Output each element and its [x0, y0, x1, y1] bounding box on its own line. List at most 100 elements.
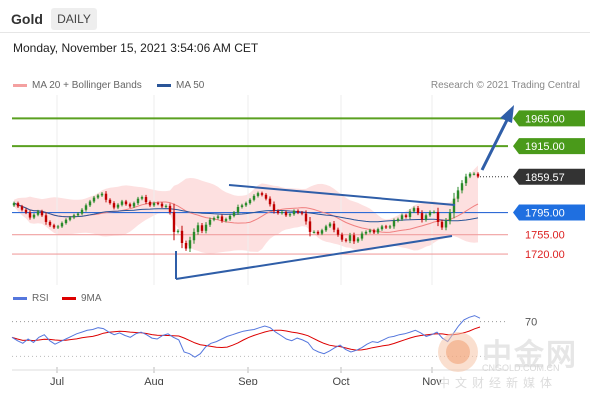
candle-body [268, 198, 272, 205]
legend-rsi: RSI [13, 293, 49, 304]
candle-body [424, 215, 428, 220]
candle-body [388, 226, 392, 228]
candle-body [372, 230, 376, 233]
candle-body [12, 203, 16, 206]
candle-body [476, 173, 480, 177]
x-tick-label: Aug [144, 376, 164, 385]
lower-trendline [175, 235, 453, 280]
price-label-bg [513, 204, 585, 221]
candle-body [52, 225, 56, 228]
candle-body [348, 235, 352, 241]
candle-body [212, 218, 216, 220]
legend-9ma: 9MA [62, 293, 102, 304]
candle-body [292, 210, 296, 215]
legend-label: 9MA [81, 293, 102, 304]
candle-body [264, 194, 268, 199]
candle-body [76, 213, 80, 216]
candle-body [32, 214, 36, 218]
candle-body [116, 204, 120, 208]
rsi-9ma-line [11, 326, 481, 351]
price-label: 1795.00 [513, 204, 585, 221]
legend-swatch [62, 296, 76, 300]
candle-body [320, 230, 324, 234]
candle-body [136, 198, 140, 204]
research-credit: Research © 2021 Trading Central [430, 80, 580, 91]
candle-body [420, 213, 424, 220]
candle-body [104, 193, 108, 200]
projection-arrow-head [500, 105, 514, 123]
candle-body [324, 226, 328, 231]
price-label: 1720.00 [525, 249, 565, 261]
candle-body [428, 211, 432, 216]
candle-body [412, 208, 416, 212]
candle-body [20, 206, 24, 210]
candle-body [364, 231, 368, 234]
candle-body [236, 207, 240, 213]
candle-body [304, 213, 308, 222]
candle-body [120, 201, 124, 205]
candle-body [392, 220, 396, 227]
candle-body [436, 211, 440, 222]
rsi-level-label: 70 [525, 317, 537, 329]
price-label-text: 1965.00 [525, 113, 565, 125]
candle-body [368, 230, 372, 232]
bollinger-band-fill [14, 165, 478, 254]
legend-swatch [13, 83, 27, 87]
candle-body [216, 216, 220, 219]
candle-body [400, 215, 404, 220]
candle-body [244, 203, 248, 206]
candle-body [192, 231, 196, 241]
candle-body [416, 208, 420, 214]
candle-body [124, 201, 128, 205]
candle-body [184, 243, 188, 249]
candle-body [224, 219, 228, 221]
candle-body [408, 211, 412, 217]
candle-body [16, 203, 20, 207]
candle-body [340, 234, 344, 240]
price-chart: 1965.00 1915.00 1859.57 1795.00 1755.00 1720.… [12, 95, 585, 385]
price-label: 1859.57 [513, 168, 585, 185]
candle-body [464, 176, 468, 184]
candle-body [384, 226, 388, 228]
price-label-bg [513, 168, 585, 185]
candle-body [232, 212, 236, 216]
legend-ma20-bollinger: MA 20 + Bollinger Bands [13, 80, 142, 91]
candle-body [456, 190, 460, 199]
candle-body [64, 219, 68, 224]
legend-swatch [157, 83, 171, 87]
candle-body [176, 230, 180, 232]
candle-body [144, 197, 148, 203]
candle-body [356, 238, 360, 242]
upper-trendline [228, 184, 456, 206]
projection-arrow-shaft [480, 117, 510, 171]
candle-body [308, 221, 312, 232]
candle-body [100, 193, 104, 196]
candle-body [80, 209, 84, 214]
x-tick-label: Oct [332, 376, 349, 385]
candle-body [84, 205, 88, 210]
candle-body [396, 219, 400, 221]
watermark-cn-sub: 中文财经新媒体 [438, 376, 558, 390]
candle-body [376, 229, 380, 233]
candle-body [272, 204, 276, 211]
x-tick-label: Sep [238, 376, 258, 385]
candle-body [208, 219, 212, 225]
timeframe-tab[interactable]: DAILY [51, 8, 97, 30]
watermark-url: CNGOLD.COM.CN [482, 363, 560, 373]
candle-body [180, 230, 184, 243]
price-label: 1755.00 [525, 230, 565, 242]
candle-body [260, 193, 264, 195]
timestamp: Monday, November 15, 2021 3:54:06 AM CET [13, 41, 259, 55]
legend-ma50: MA 50 [157, 80, 204, 91]
candle-body [352, 235, 356, 242]
candle-body [160, 203, 164, 207]
candle-body [344, 239, 348, 241]
candle-body [252, 195, 256, 200]
candle-body [44, 215, 48, 222]
instrument-title: Gold [11, 11, 43, 27]
legend-label: MA 20 + Bollinger Bands [32, 80, 142, 91]
candle-body [140, 197, 144, 199]
candle-body [316, 231, 320, 234]
rsi-chart: 70 [11, 315, 537, 373]
candle-body [128, 204, 132, 207]
